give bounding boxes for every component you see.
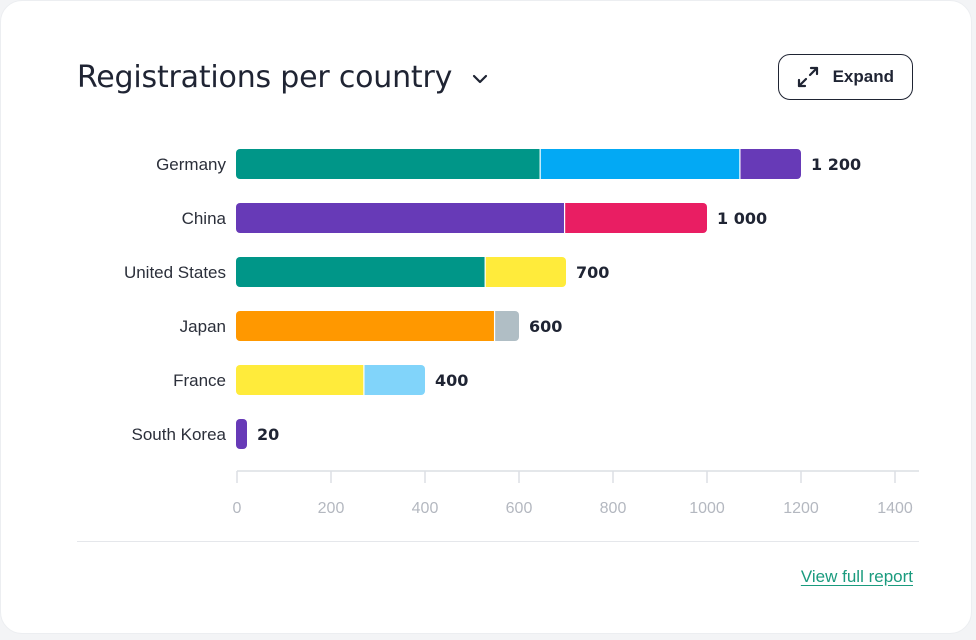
bar-china	[236, 203, 707, 233]
x-tick-label-0: 0	[233, 500, 242, 517]
bar-segment-germany-2	[540, 149, 740, 179]
bar-segment-united-states-1	[236, 257, 486, 287]
category-label-south-korea: South Korea	[131, 425, 226, 444]
card-header: Registrations per country Expand	[77, 53, 913, 101]
category-label-france: France	[173, 371, 226, 390]
bar-france	[236, 365, 425, 395]
view-full-report-link[interactable]: View full report	[800, 567, 913, 586]
data-label-china: 1 000	[717, 209, 767, 228]
x-tick-label-200: 200	[318, 500, 345, 517]
x-tick-label-800: 800	[600, 500, 627, 517]
data-label-japan: 600	[529, 317, 562, 336]
bar-segment-france-1	[236, 365, 364, 395]
category-label-united-states: United States	[124, 263, 226, 282]
bar-segment-germany-3	[739, 149, 801, 179]
bar-segment-china-1	[236, 203, 565, 233]
bar-segment-japan-2	[494, 311, 519, 341]
bar-south-korea	[236, 419, 247, 449]
chevron-down-icon	[470, 69, 490, 89]
bar-united-states	[236, 257, 566, 287]
category-label-china: China	[182, 209, 227, 228]
bar-segment-united-states-2	[485, 257, 566, 287]
expand-arrows-icon	[795, 64, 821, 90]
data-label-south-korea: 20	[257, 425, 279, 444]
bar-segment-japan-1	[236, 311, 495, 341]
category-label-germany: Germany	[156, 155, 226, 174]
bar-segment-france-2	[363, 365, 425, 395]
category-label-japan: Japan	[180, 317, 226, 336]
bar-segment-south-korea-1	[236, 419, 247, 449]
bar-japan	[236, 311, 519, 341]
x-tick-label-1000: 1000	[689, 500, 725, 517]
data-label-united-states: 700	[576, 263, 609, 282]
bar-segment-china-2	[564, 203, 707, 233]
page-title: Registrations per country	[77, 59, 453, 95]
x-tick-label-600: 600	[506, 500, 533, 517]
x-tick-label-400: 400	[412, 500, 439, 517]
bar-segment-germany-1	[236, 149, 541, 179]
data-label-france: 400	[435, 371, 468, 390]
expand-button-label: Expand	[832, 67, 894, 86]
expand-button[interactable]: Expand	[777, 54, 913, 100]
title-dropdown[interactable]: Registrations per country	[77, 60, 490, 95]
x-tick-label-1400: 1400	[877, 500, 913, 517]
x-tick-label-1200: 1200	[783, 500, 819, 517]
bar-germany	[236, 149, 801, 179]
data-label-germany: 1 200	[811, 155, 861, 174]
bar-chart: Germany 1 200 China 1 000 United States 700 Ja…	[124, 149, 919, 517]
footer-divider	[77, 541, 919, 542]
